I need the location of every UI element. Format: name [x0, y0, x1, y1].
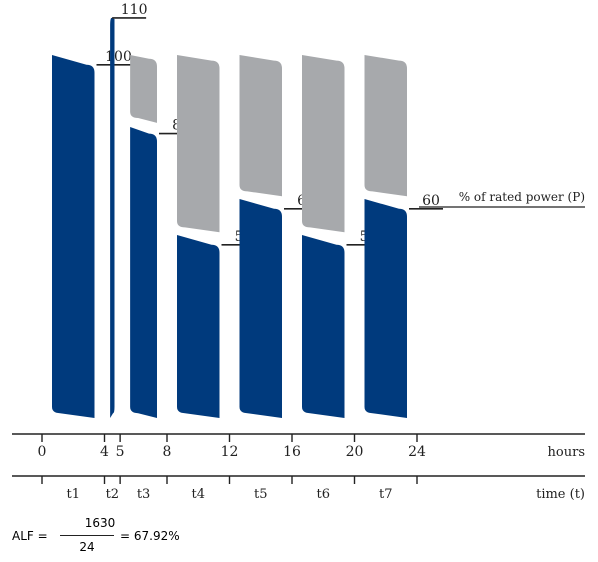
- value-label-t1: 100: [105, 49, 132, 65]
- period-axis-label: time (t): [536, 487, 585, 502]
- hours-tick-label: 12: [221, 444, 239, 460]
- alf-result: = 67.92%: [120, 529, 180, 543]
- unused-capacity-t7: [364, 55, 407, 197]
- alf-fraction-bar: [60, 535, 114, 536]
- unused-capacity-t5: [239, 55, 282, 197]
- load-bar-t1: [52, 55, 95, 418]
- alf-denominator: 24: [79, 540, 95, 554]
- period-label-t2: t2: [106, 487, 120, 502]
- alf-label: ALF =: [12, 529, 48, 543]
- hours-tick-label: 5: [116, 444, 125, 460]
- alf-numerator: 1630: [84, 516, 116, 530]
- load-bar-t7: [364, 199, 407, 418]
- period-label-t6: t6: [317, 487, 331, 502]
- value-label-t2: 110: [121, 2, 148, 18]
- hours-tick-label: 8: [163, 444, 172, 460]
- load-chart: 1001108050605060% of rated power (P)0458…: [12, 2, 585, 502]
- period-label-t7: t7: [379, 487, 393, 502]
- y-axis-label: % of rated power (P): [459, 190, 585, 204]
- hours-tick-label: 0: [38, 444, 47, 460]
- load-bar-t6: [302, 235, 345, 418]
- hours-tick-label: 16: [283, 444, 301, 460]
- period-label-t5: t5: [254, 487, 268, 502]
- load-bar-t5: [239, 199, 282, 418]
- hours-tick-label: 24: [408, 444, 426, 460]
- load-bar-t2: [110, 17, 115, 418]
- period-label-t4: t4: [192, 487, 206, 502]
- hours-tick-label: 20: [346, 444, 364, 460]
- unused-capacity-t6: [302, 55, 345, 233]
- load-bar-t3: [130, 127, 157, 418]
- period-label-t1: t1: [67, 487, 81, 502]
- period-label-t3: t3: [137, 487, 151, 502]
- unused-capacity-t4: [177, 55, 220, 233]
- unused-capacity-t3: [130, 55, 157, 123]
- hours-tick-label: 4: [100, 444, 109, 460]
- load-bar-t4: [177, 235, 220, 418]
- value-label-t7: 60: [422, 193, 440, 209]
- hours-axis-label: hours: [548, 445, 585, 460]
